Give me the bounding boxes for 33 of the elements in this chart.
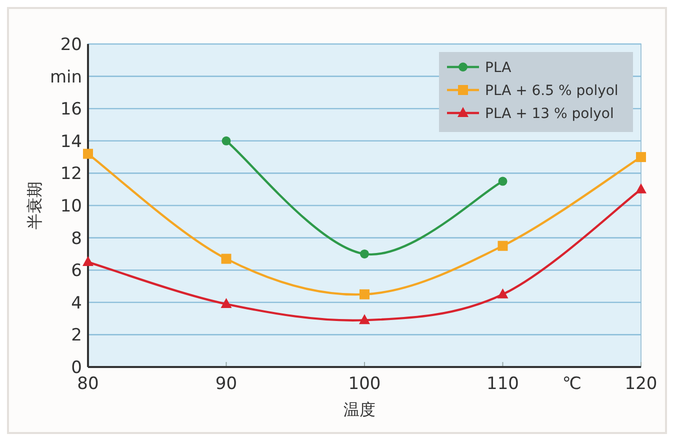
- point: [220, 298, 232, 308]
- point: [497, 288, 508, 298]
- point: [82, 256, 94, 266]
- y-tick-label: 20: [60, 35, 82, 55]
- y-tick-label: 4: [71, 293, 82, 314]
- y-tick-label: 6: [71, 261, 82, 282]
- y-tick-label: 14: [60, 132, 82, 152]
- x-axis-title: 温度: [344, 400, 376, 419]
- point: [498, 176, 508, 186]
- y-axis-title: 半衰期: [25, 182, 44, 230]
- y-tick-label: 10: [60, 196, 82, 216]
- legend-label: PLA + 13 % polyol: [485, 106, 614, 122]
- point: [83, 148, 93, 159]
- y-tick-label: 8: [71, 228, 82, 249]
- x-tick-label: 100: [348, 374, 381, 394]
- x-tick-label: ℃: [562, 374, 582, 394]
- y-tick-label: 16: [60, 100, 82, 120]
- point: [222, 136, 231, 146]
- point: [636, 152, 646, 162]
- x-tick-label: 90: [215, 374, 238, 394]
- legend-label: PLA: [485, 60, 512, 76]
- point: [360, 249, 369, 258]
- y-tick-label: 12: [60, 164, 82, 184]
- point: [498, 240, 508, 251]
- y-tick-label: min: [50, 67, 82, 88]
- point: [221, 254, 232, 264]
- point: [359, 314, 370, 324]
- x-tick-label: 120: [624, 374, 658, 394]
- point: [636, 183, 646, 194]
- y-tick-label: 2: [71, 326, 82, 346]
- legend-label: PLA + 6.5 % polyol: [485, 83, 618, 99]
- point: [360, 289, 370, 300]
- x-tick-label: 110: [486, 374, 519, 394]
